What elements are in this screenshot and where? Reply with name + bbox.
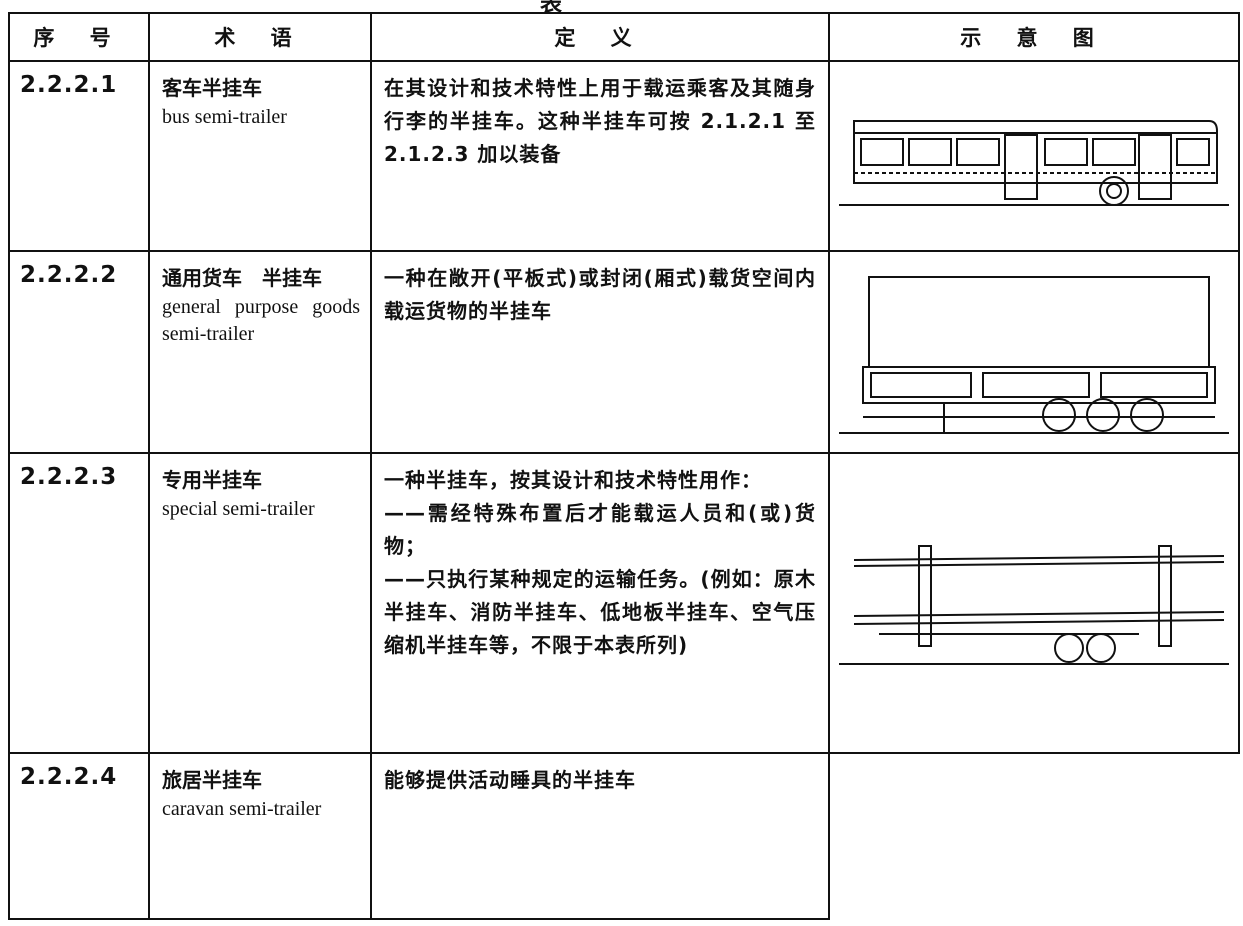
definition-cell: 一种在敞开(平板式)或封闭(厢式)载货空间内载运货物的半挂车 xyxy=(370,250,830,454)
term-cell: 通用货车 半挂车 general purpose goods semi-trail… xyxy=(148,250,372,454)
header-row: 序 号 术 语 定 义 示 意 图 xyxy=(8,12,1240,62)
table-row: 2.2.2.2 通用货车 半挂车 general purpose goods sem… xyxy=(8,250,1240,454)
table-row: 2.2.2.4 旅居半挂车 caravan semi-trailer 能够提供活动睡具… xyxy=(8,752,1239,920)
definition-cell: 能够提供活动睡具的半挂车 xyxy=(370,752,830,920)
header-cell: 序 号 xyxy=(8,12,150,62)
definition-text: 一种在敞开(平板式)或封闭(厢式)载货空间内载运货物的半挂车 xyxy=(384,266,816,323)
table-row: 2.2.2.3 专用半挂车 special semi-trailer 一种半挂车，按其… xyxy=(8,452,1240,754)
term-english: general purpose goods semi-trailer xyxy=(162,296,360,345)
illustration-cell xyxy=(828,452,1240,754)
cargo-trailer-illustration xyxy=(839,276,1229,434)
term-chinese: 专用半挂车 xyxy=(162,468,262,492)
term-cell: 旅居半挂车 caravan semi-trailer xyxy=(148,752,372,920)
header-cell: 术 语 xyxy=(148,12,372,62)
term-number: 2.2.2.2 xyxy=(8,250,150,454)
term-chinese: 旅居半挂车 xyxy=(162,768,262,792)
term-number: 2.2.2.3 xyxy=(8,452,150,754)
definition-text: 在其设计和技术特性上用于载运乘客及其随身行李的半挂车。这种半挂车可按 2.1.2… xyxy=(384,76,816,166)
definition-text: ——需经特殊布置后才能载运人员和(或)货物； xyxy=(384,501,816,558)
header-cell: 定 义 xyxy=(370,12,830,62)
illustration-cell xyxy=(828,752,1239,919)
term-number: 2.2.2.1 xyxy=(8,60,150,252)
definition-text: ——只执行某种规定的运输任务。(例如：原木半挂车、消防半挂车、低地板半挂车、空气… xyxy=(384,567,816,657)
term-cell: 客车半挂车 bus semi-trailer xyxy=(148,60,372,252)
term-chinese: 客车半挂车 xyxy=(162,76,262,100)
bus-illustration xyxy=(839,120,1229,206)
term-english: bus semi-trailer xyxy=(162,106,287,128)
term-chinese: 通用货车 半挂车 xyxy=(162,266,322,290)
definition-text: 能够提供活动睡具的半挂车 xyxy=(384,768,636,792)
illustration-cell xyxy=(828,60,1240,252)
table-row: 2.2.2.1 客车半挂车 bus semi-trailer 在其设计和技术特性上用于… xyxy=(8,60,1240,252)
definition-cell: 在其设计和技术特性上用于载运乘客及其随身行李的半挂车。这种半挂车可按 2.1.2… xyxy=(370,60,830,252)
definition-cell: 一种半挂车，按其设计和技术特性用作： ——需经特殊布置后才能载运人员和(或)货物；… xyxy=(370,452,830,754)
term-number: 2.2.2.4 xyxy=(8,752,150,920)
term-english: special semi-trailer xyxy=(162,498,315,520)
term-table: 序 号 术 语 定 义 示 意 图 2.2.2.1 客车半挂车 bus semi-t… xyxy=(8,12,1240,920)
term-cell: 专用半挂车 special semi-trailer xyxy=(148,452,372,754)
definition-text: 一种半挂车，按其设计和技术特性用作： xyxy=(384,468,762,492)
term-english: caravan semi-trailer xyxy=(162,798,322,820)
header-cell: 示 意 图 xyxy=(828,12,1240,62)
special-trailer-illustration xyxy=(839,545,1229,665)
illustration-cell xyxy=(828,250,1240,454)
